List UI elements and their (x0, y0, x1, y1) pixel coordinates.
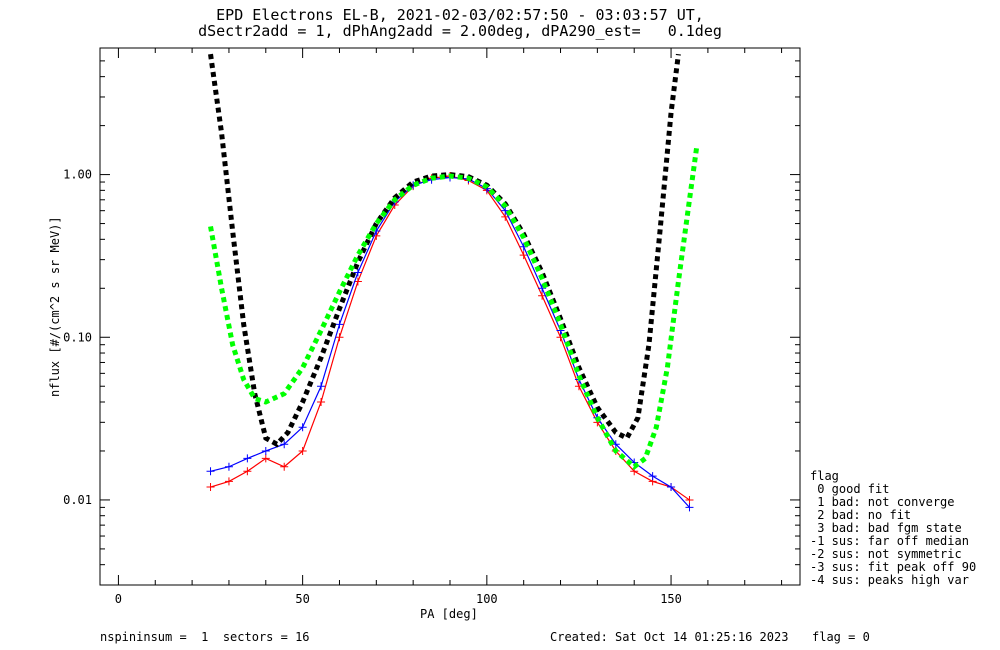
data-point-blue (648, 472, 657, 481)
data-point-red (519, 251, 528, 260)
x-tick-label: 150 (660, 592, 682, 606)
data-point-red (280, 462, 289, 471)
data-point-blue (261, 446, 270, 455)
legend-item: 0 good fit (810, 482, 890, 496)
x-axis-label: PA [deg] (420, 607, 478, 621)
legend-item: 2 bad: no fit (810, 508, 912, 522)
legend-item: -2 sus: not symmetric (810, 547, 962, 561)
legend-item: -4 sus: peaks high var (810, 573, 969, 587)
x-tick-label: 0 (115, 592, 122, 606)
data-point-blue (335, 320, 344, 329)
series-line-blue (210, 176, 690, 508)
axis-ticks: 0 50 100 150 0.01 0.10 1.00 (63, 47, 800, 606)
data-point-blue (317, 382, 326, 391)
data-point-red (685, 495, 694, 504)
data-point-blue (298, 423, 307, 432)
data-point-red (224, 477, 233, 486)
data-point-red (335, 333, 344, 342)
data-point-red (298, 446, 307, 455)
data-point-blue (538, 284, 547, 293)
data-point-red (243, 467, 252, 476)
data-point-blue (206, 467, 215, 476)
data-point-red (261, 454, 270, 463)
legend-item: -1 sus: far off median (810, 534, 969, 548)
y-tick-label: 0.01 (63, 493, 92, 507)
x-tick-label: 100 (476, 592, 498, 606)
x-tick-label: 50 (295, 592, 309, 606)
chart-title-line-2: dSectr2add = 1, dPhAng2add = 2.00deg, dP… (198, 22, 722, 40)
legend-item: -3 sus: fit peak off 90 (810, 560, 977, 574)
data-point-red (206, 483, 215, 492)
data-point-blue (667, 483, 676, 492)
chart-marks (206, 53, 700, 512)
series-line-black (208, 53, 681, 448)
footer-spin-info: nspininsum = 1 sectors = 16 (100, 630, 310, 644)
footer-created: Created: Sat Oct 14 01:25:16 2023 (550, 630, 789, 644)
plot-frame (99, 47, 801, 586)
legend-item: 1 bad: not converge (810, 495, 955, 509)
data-point-blue (243, 454, 252, 463)
footer-flag: flag = 0 (812, 630, 870, 644)
flag-legend: flag 0 good fit 1 bad: not converge 2 ba… (810, 470, 976, 587)
data-point-blue (224, 462, 233, 471)
y-tick-label: 1.00 (63, 168, 92, 182)
y-tick-label: 0.10 (63, 330, 92, 344)
data-point-blue (353, 268, 362, 277)
legend-item: 3 bad: bad fgm state (810, 521, 962, 535)
legend-title: flag (810, 469, 839, 483)
y-axis-label: nflux [#/(cm^2 s sr MeV)] (48, 216, 62, 397)
data-point-red (317, 397, 326, 406)
data-point-blue (280, 440, 289, 449)
series-line-green (208, 145, 700, 470)
data-point-blue (685, 503, 694, 512)
chart-title-line-1: EPD Electrons EL-B, 2021-02-03/02:57:50 … (216, 6, 704, 24)
